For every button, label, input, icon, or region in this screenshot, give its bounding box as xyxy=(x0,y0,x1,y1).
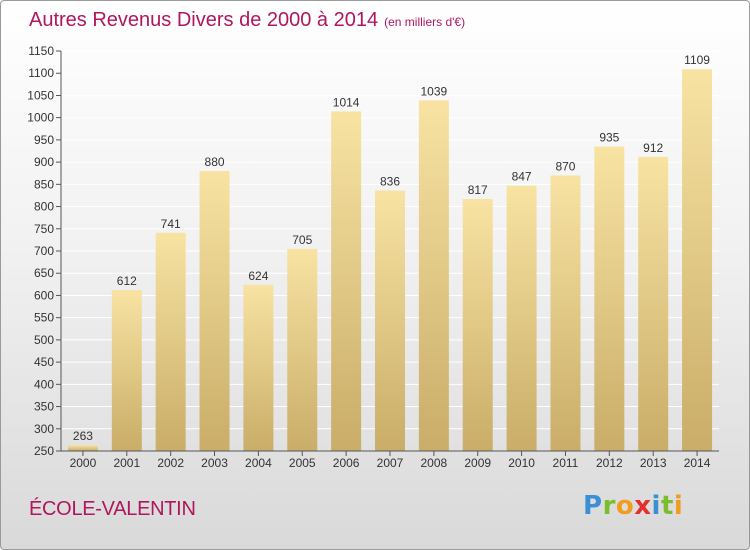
x-tick-label: 2000 xyxy=(70,456,97,470)
bar xyxy=(111,290,142,451)
bar xyxy=(462,199,493,451)
bar xyxy=(331,111,362,451)
bar-value-label: 935 xyxy=(599,131,619,145)
y-tick-label: 600 xyxy=(34,288,54,302)
chart-title: Autres Revenus Divers de 2000 à 2014 (en … xyxy=(29,9,465,32)
bar xyxy=(418,100,449,451)
y-tick-label: 350 xyxy=(34,400,54,414)
y-tick-label: 700 xyxy=(34,244,54,258)
bar xyxy=(375,190,405,452)
y-tick-label: 900 xyxy=(34,155,54,169)
y-tick-label: 800 xyxy=(34,200,54,214)
y-tick-label: 850 xyxy=(34,177,54,191)
bar-value-label: 705 xyxy=(292,233,312,247)
x-tick-label: 2003 xyxy=(201,456,228,470)
bar-value-label: 741 xyxy=(161,217,181,231)
x-tick-label: 2009 xyxy=(464,456,491,470)
y-tick-label: 1150 xyxy=(28,44,54,58)
x-tick-label: 2008 xyxy=(421,456,448,470)
y-tick-label: 250 xyxy=(34,444,54,458)
x-axis: 2000 2001 2002 2003 2004 2005 2006 2007 2008 2009… xyxy=(61,450,719,470)
bar-value-label: 880 xyxy=(205,155,225,169)
y-tick-label: 450 xyxy=(34,355,54,369)
logo-letter: r xyxy=(602,491,616,521)
bar xyxy=(550,175,581,451)
title-text: Autres Revenus Divers de 2000 à 2014 xyxy=(29,9,379,31)
x-tick-label: 2002 xyxy=(157,456,184,470)
x-tick-label: 2007 xyxy=(377,456,404,470)
bar-value-label: 1014 xyxy=(333,95,360,109)
bar-value-label: 1109 xyxy=(684,53,710,67)
bar xyxy=(638,156,669,451)
bars: 263 612 741 880 624 705 1014 836 1039 817 847 870 93… xyxy=(67,53,713,452)
bar-value-label: 870 xyxy=(555,159,575,173)
x-tick-label: 2001 xyxy=(113,456,140,470)
y-tick-label: 750 xyxy=(34,222,54,236)
chart-subtitle: (en milliers d'€) xyxy=(384,15,466,29)
x-tick-label: 2010 xyxy=(508,456,535,470)
bar xyxy=(155,232,186,451)
logo-letter: i xyxy=(673,491,684,521)
x-tick-label: 2004 xyxy=(245,456,272,470)
x-tick-label: 2013 xyxy=(640,456,667,470)
logo-letter: o xyxy=(615,491,635,521)
y-tick-label: 1100 xyxy=(28,66,54,80)
x-tick-label: 2011 xyxy=(553,456,579,470)
bar xyxy=(67,445,98,451)
y-axis: 250 300 350 400 450 500 550 600 650 700 750 800 850 9… xyxy=(27,44,62,458)
y-tick-label: 1000 xyxy=(27,111,54,125)
x-tick-label: 2012 xyxy=(596,456,623,470)
bar-value-label: 817 xyxy=(468,183,488,197)
y-tick-label: 1050 xyxy=(27,88,54,102)
bar-value-label: 624 xyxy=(248,269,268,283)
x-tick-label: 2006 xyxy=(333,456,360,470)
y-tick-label: 300 xyxy=(34,422,54,436)
bar-value-label: 847 xyxy=(512,170,532,184)
logo-letter: x xyxy=(634,491,652,521)
bar xyxy=(594,146,625,452)
bar-value-label: 263 xyxy=(73,429,93,443)
y-tick-label: 550 xyxy=(34,311,54,325)
x-tick-label: 2014 xyxy=(684,456,711,470)
bar xyxy=(506,185,537,451)
bar-value-label: 612 xyxy=(117,274,137,288)
y-tick-label: 950 xyxy=(34,133,54,147)
bar xyxy=(243,284,274,451)
bar xyxy=(287,248,318,451)
bar-value-label: 836 xyxy=(380,175,400,189)
logo-letter: t xyxy=(660,491,674,521)
city-name: ÉCOLE-VALENTIN xyxy=(29,498,196,520)
bar xyxy=(682,69,713,451)
x-tick-label: 2005 xyxy=(289,456,316,470)
y-tick-label: 650 xyxy=(34,266,54,280)
bar-value-label: 912 xyxy=(643,141,663,155)
logo-letter: P xyxy=(583,491,603,521)
logo-letter: i xyxy=(651,491,661,521)
y-tick-label: 500 xyxy=(34,333,54,347)
proxiti-logo: Proxiti xyxy=(583,491,683,521)
bar xyxy=(199,171,230,451)
bar-value-label: 1039 xyxy=(421,84,448,98)
y-tick-label: 400 xyxy=(34,377,54,391)
